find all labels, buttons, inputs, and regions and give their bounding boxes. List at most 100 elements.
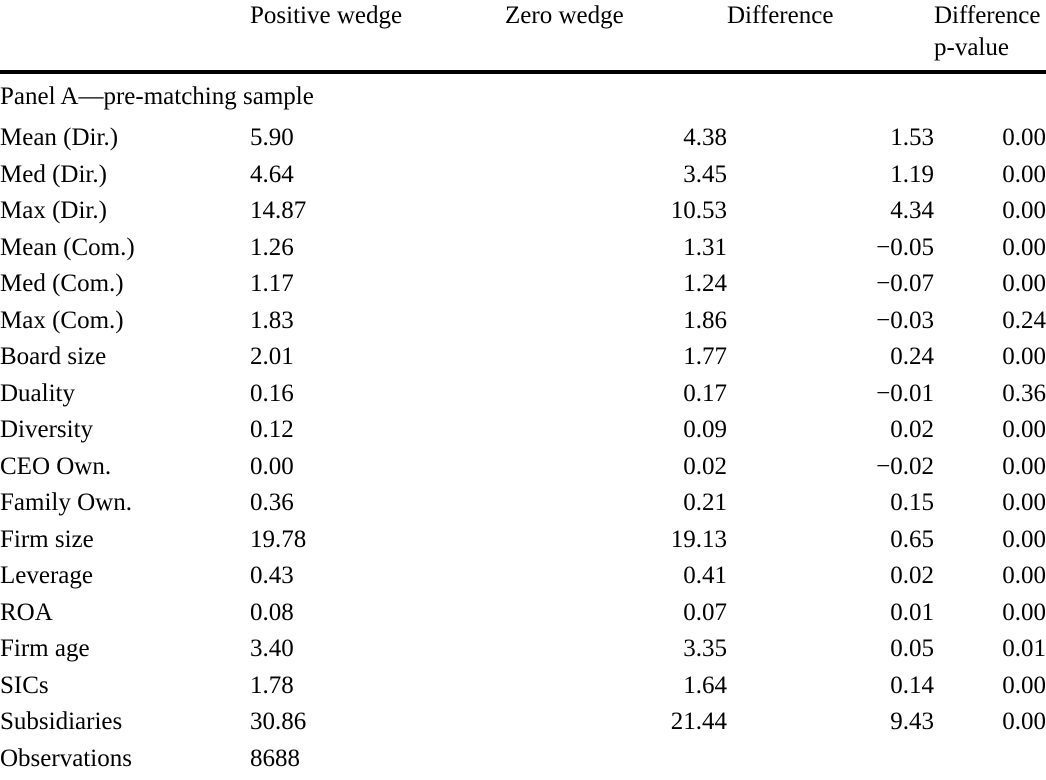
cell-positive-wedge: 0.00 — [250, 452, 294, 480]
cell-positive-wedge: 1.17 — [250, 270, 294, 298]
table-row: Duality 0.16 0.17 −0.01 0.36 — [0, 376, 1046, 413]
table-row: Max (Dir.) 14.87 10.53 4.34 0.00 — [0, 193, 1046, 230]
row-label: CEO Own. — [0, 452, 112, 480]
table-row: Firm size 19.78 19.13 0.65 0.00 — [0, 522, 1046, 559]
cell-zero-wedge: 0.09 — [683, 416, 727, 444]
cell-positive-wedge: 0.43 — [250, 562, 294, 590]
cell-zero-wedge: 1.24 — [683, 270, 727, 298]
table-row: Firm age 3.40 3.35 0.05 0.01 — [0, 631, 1046, 668]
cell-zero-wedge: 21.44 — [670, 708, 727, 736]
cell-difference-p-value: 0.00 — [1002, 270, 1046, 298]
cell-positive-wedge: 3.40 — [250, 635, 294, 663]
cell-difference-p-value: 0.36 — [1002, 379, 1046, 407]
cell-difference: 0.14 — [890, 671, 934, 699]
row-label: Med (Com.) — [0, 270, 124, 298]
cell-difference: 0.15 — [890, 489, 934, 517]
row-label: Observations — [0, 744, 132, 772]
cell-difference-p-value: 0.01 — [1002, 635, 1046, 663]
cell-difference-p-value: 0.00 — [1002, 197, 1046, 225]
cell-difference-p-value: 0.00 — [1002, 489, 1046, 517]
panel-a-row: Panel A—pre-matching sample — [0, 72, 1046, 120]
table-row: Max (Com.) 1.83 1.86 −0.03 0.24 — [0, 303, 1046, 340]
cell-difference-p-value: 0.00 — [1002, 525, 1046, 553]
cell-difference-p-value: 0.00 — [1002, 416, 1046, 444]
cell-positive-wedge: 2.01 — [250, 343, 294, 371]
cell-positive-wedge: 0.16 — [250, 379, 294, 407]
cell-difference: −0.01 — [876, 379, 934, 407]
cell-zero-wedge: 19.13 — [670, 525, 727, 553]
table-body: Panel A—pre-matching sample Mean (Dir.) 5… — [0, 72, 1046, 777]
cell-difference-p-value: 0.24 — [1002, 306, 1046, 334]
cell-positive-wedge: 5.90 — [250, 124, 294, 152]
cell-zero-wedge: 0.07 — [683, 598, 727, 626]
cell-zero-wedge: 0.02 — [683, 452, 727, 480]
cell-difference-p-value: 0.00 — [1002, 233, 1046, 261]
row-label: Firm age — [0, 635, 90, 663]
cell-zero-wedge: 1.77 — [683, 343, 727, 371]
row-label: Max (Com.) — [0, 306, 124, 334]
table-row: Mean (Com.) 1.26 1.31 −0.05 0.00 — [0, 230, 1046, 267]
cell-zero-wedge: 0.41 — [683, 562, 727, 590]
cell-zero-wedge: 3.35 — [683, 635, 727, 663]
row-label: Board size — [0, 343, 107, 371]
cell-positive-wedge: 0.36 — [250, 489, 294, 517]
cell-difference: −0.07 — [876, 270, 934, 298]
row-label: ROA — [0, 598, 53, 626]
table-row: Mean (Dir.) 5.90 4.38 1.53 0.00 — [0, 120, 1046, 157]
cell-positive-wedge: 1.83 — [250, 306, 294, 334]
col-header-positive-wedge: Positive wedge — [250, 0, 505, 74]
cell-difference: 0.02 — [890, 562, 934, 590]
cell-difference-p-value: 0.00 — [1002, 562, 1046, 590]
cell-difference — [727, 741, 934, 778]
table-row: Med (Dir.) 4.64 3.45 1.19 0.00 — [0, 157, 1046, 194]
row-label: Max (Dir.) — [0, 197, 107, 225]
cell-difference: 0.65 — [890, 525, 934, 553]
cell-difference: −0.03 — [876, 306, 934, 334]
cell-difference-p-value: 0.00 — [1002, 598, 1046, 626]
col-header-zero-wedge: Zero wedge — [505, 0, 727, 74]
cell-difference-p-value: 0.00 — [1002, 160, 1046, 188]
row-label: Mean (Dir.) — [0, 124, 119, 152]
row-label: Med (Dir.) — [0, 160, 107, 188]
cell-positive-wedge: 1.78 — [250, 671, 294, 699]
cell-difference-p-value: 0.00 — [1002, 343, 1046, 371]
cell-zero-wedge: 1.64 — [683, 671, 727, 699]
cell-zero-wedge: 4.38 — [683, 124, 727, 152]
cell-difference: −0.02 — [876, 452, 934, 480]
cell-zero-wedge: 0.21 — [683, 489, 727, 517]
cell-difference: 1.19 — [890, 160, 934, 188]
cell-zero-wedge: 1.86 — [683, 306, 727, 334]
table-row: Subsidiaries 30.86 21.44 9.43 0.00 — [0, 704, 1046, 741]
row-label: Leverage — [0, 562, 93, 590]
col-header-difference-p-value-line1: Difference — [934, 2, 1041, 29]
table-row: Diversity 0.12 0.09 0.02 0.00 — [0, 412, 1046, 449]
row-label: Mean (Com.) — [0, 233, 135, 261]
cell-positive-wedge: 1.26 — [250, 233, 294, 261]
cell-difference: 0.05 — [890, 635, 934, 663]
cell-difference: 0.24 — [890, 343, 934, 371]
cell-zero-wedge: 0.17 — [683, 379, 727, 407]
table-header-row: Positive wedge Zero wedge Difference Dif… — [0, 0, 1046, 74]
cell-difference: 0.02 — [890, 416, 934, 444]
cell-difference: 1.53 — [890, 124, 934, 152]
col-header-difference-p-value: Difference p-value — [934, 0, 1046, 74]
cell-difference-p-value: 0.00 — [1002, 452, 1046, 480]
row-label: Duality — [0, 379, 75, 407]
col-header-empty — [0, 0, 250, 74]
cell-positive-wedge: 14.87 — [250, 197, 307, 225]
cell-zero-wedge — [505, 741, 727, 778]
cell-zero-wedge: 10.53 — [670, 197, 727, 225]
table-row: Board size 2.01 1.77 0.24 0.00 — [0, 339, 1046, 376]
table-row: Med (Com.) 1.17 1.24 −0.07 0.00 — [0, 266, 1046, 303]
cell-difference: 0.01 — [890, 598, 934, 626]
col-header-difference: Difference — [727, 0, 934, 74]
cell-difference-p-value: 0.00 — [1002, 671, 1046, 699]
table-row: ROA 0.08 0.07 0.01 0.00 — [0, 595, 1046, 632]
col-header-difference-p-value-line2: p-value — [934, 34, 1009, 61]
cell-zero-wedge: 1.31 — [683, 233, 727, 261]
cell-difference-p-value — [934, 741, 1046, 778]
cell-zero-wedge: 3.45 — [683, 160, 727, 188]
cell-positive-wedge: 4.64 — [250, 160, 294, 188]
cell-positive-wedge: 0.12 — [250, 416, 294, 444]
